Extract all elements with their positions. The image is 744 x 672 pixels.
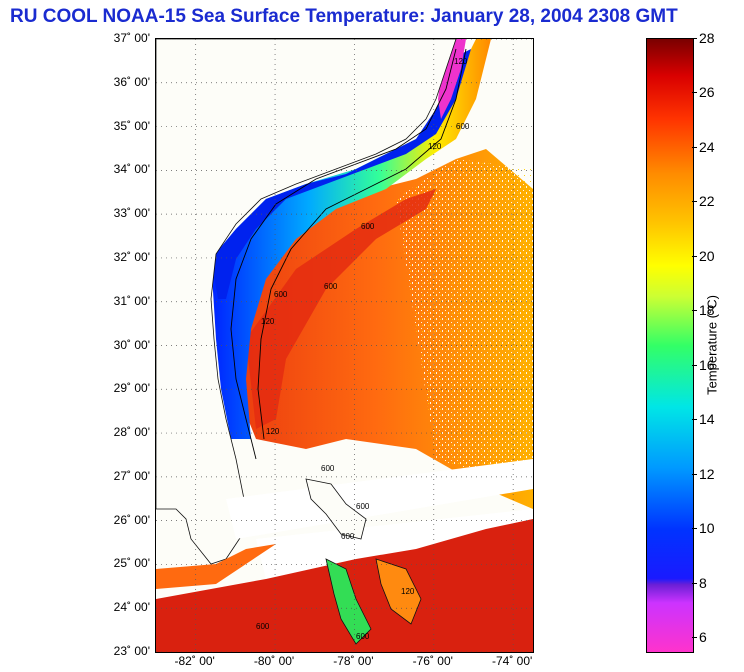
colorbar-tick-label: 12 [699, 465, 715, 482]
colorbar-tick-label: 18 [699, 302, 715, 319]
southern-water-2 [156, 544, 276, 589]
latitude-label: 34˚ 00' [113, 162, 150, 177]
gulf-stream [246, 189, 436, 429]
colorbar-tick-mark [692, 473, 697, 475]
longitude-label: -74˚ 00' [492, 654, 533, 668]
isobath-label: 600 [274, 290, 288, 299]
colorbar-tick-mark [692, 582, 697, 584]
isobath-label: 600 [361, 222, 375, 231]
latitude-label: 33˚ 00' [113, 206, 150, 221]
latitude-label: 28˚ 00' [113, 425, 150, 440]
colorbar-tick-label: 8 [699, 574, 707, 591]
longitude-label: -76˚ 00' [412, 654, 453, 668]
colorbar-tick-mark [692, 637, 697, 639]
page-title: RU COOL NOAA-15 Sea Surface Temperature:… [10, 6, 678, 27]
latitude-label: 30˚ 00' [113, 337, 150, 352]
isobath-label: 600 [456, 122, 470, 131]
offshore-speckle [396, 159, 533, 489]
latitude-label: 23˚ 00' [113, 644, 150, 658]
colorbar-tick-label: 10 [699, 520, 715, 537]
colorbar-tick-mark [692, 255, 697, 257]
colorbar-label: Temperature (°C) [704, 295, 720, 395]
colorbar-tick-mark [692, 364, 697, 366]
sst-map[interactable]: 120 600 120 600 120 600 120 600 600 600 600 120 600 6… [155, 38, 534, 653]
colorbar-tick-label: 24 [699, 138, 715, 155]
bahamas-islands-2 [325, 558, 372, 645]
colorbar-tick-mark [692, 528, 697, 530]
bahamas-islands [305, 478, 367, 540]
isobath-label: 600 [321, 464, 335, 473]
isobath-label: 600 [341, 532, 355, 541]
latitude-label: 27˚ 00' [113, 468, 150, 483]
longitude-label: -80˚ 00' [253, 654, 295, 668]
isobath-label: 120 [401, 587, 415, 596]
isobath-600 [257, 48, 467, 440]
colorbar-tick-mark [692, 201, 697, 203]
colorbar-tick-label: 28 [699, 30, 715, 46]
isobath-label: 600 [356, 632, 370, 641]
latitude-label: 31˚ 00' [113, 293, 150, 308]
isobath-label: 120 [261, 317, 275, 326]
latitude-label: 37˚ 00' [113, 31, 150, 45]
colorbar-tick-mark [692, 146, 697, 148]
colorbar-tick-label: 26 [699, 84, 715, 101]
latitude-label: 26˚ 00' [113, 512, 150, 527]
latitude-label: 25˚ 00' [113, 556, 150, 571]
latitude-label: 29˚ 00' [113, 381, 150, 396]
cloud-band-1 [226, 459, 533, 539]
temperature-colorbar [646, 38, 694, 653]
longitude-label: -78˚ 00' [333, 654, 374, 668]
lat-lon-grid [156, 39, 533, 652]
isobath-label: 120 [266, 427, 280, 436]
colorbar-tick-mark [692, 92, 697, 94]
colorbar-tick-label: 6 [699, 629, 707, 646]
longitude-label: -82˚ 00' [174, 654, 215, 668]
colorbar-tick-mark [692, 419, 697, 421]
colorbar-tick-mark [692, 310, 697, 312]
latitude-label: 35˚ 00' [113, 118, 150, 133]
isobath-label: 120 [428, 142, 442, 151]
colorbar-tick-label: 14 [699, 411, 715, 428]
colorbar-tick-label: 16 [699, 356, 715, 373]
isobath-label: 600 [256, 622, 270, 631]
isobath-120 [230, 48, 457, 460]
isobath-label: 600 [324, 282, 338, 291]
colorbar-tick-mark [692, 38, 697, 39]
cloud-band-2 [256, 509, 533, 579]
latitude-label: 32˚ 00' [113, 249, 150, 264]
isobath-label: 600 [356, 502, 370, 511]
isobath-labels: 120 600 120 600 120 600 120 600 600 600 600 120 600 6… [256, 57, 470, 641]
isobath-label: 120 [454, 57, 468, 66]
sst-map-canvas: 120 600 120 600 120 600 120 600 600 600 600 120 600 6… [156, 39, 533, 652]
bahamas-islands-3 [375, 558, 422, 625]
colorbar-tick-label: 22 [699, 193, 715, 210]
latitude-label: 36˚ 00' [113, 74, 150, 89]
colorbar-tick-label: 20 [699, 247, 715, 264]
latitude-label: 24˚ 00' [113, 600, 150, 615]
